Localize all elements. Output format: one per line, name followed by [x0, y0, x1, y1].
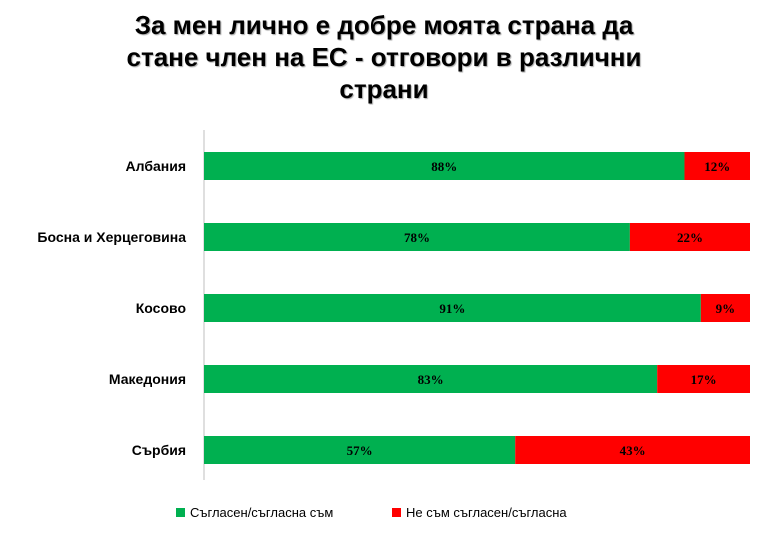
category-label: Сърбия — [132, 442, 186, 458]
bar-disagree — [629, 223, 750, 251]
data-label: 17% — [691, 372, 717, 387]
data-label: 88% — [431, 159, 457, 174]
bar-agree — [204, 294, 701, 322]
data-label: 91% — [439, 301, 465, 316]
bar-agree — [204, 223, 630, 251]
bar-disagree — [515, 436, 750, 464]
data-label: 83% — [418, 372, 444, 387]
chart-title-line-2: стане член на ЕС - отговори в различни — [126, 42, 642, 72]
bar-disagree — [700, 294, 750, 322]
category-label: Косово — [136, 300, 186, 316]
category-label: Босна и Херцеговина — [37, 229, 186, 245]
chart-title-line-1: За мен лично е добре моята страна да — [134, 10, 634, 40]
data-label: 57% — [347, 443, 373, 458]
bar-agree — [204, 152, 685, 180]
legend-entry: Не съм съгласен/съгласна — [406, 505, 567, 520]
category-label: Албания — [126, 158, 186, 174]
legend-entry: Съгласен/съгласна съм — [190, 505, 333, 520]
category-label: Македония — [109, 371, 186, 387]
data-label: 22% — [677, 230, 703, 245]
bar-agree — [204, 365, 658, 393]
bar-disagree — [684, 152, 750, 180]
data-label: 12% — [704, 159, 730, 174]
bar-disagree — [657, 365, 750, 393]
data-label: 9% — [716, 301, 736, 316]
data-label: 43% — [620, 443, 646, 458]
bar-agree — [204, 436, 516, 464]
legend-swatch — [176, 508, 185, 517]
data-label: 78% — [404, 230, 430, 245]
legend-swatch — [392, 508, 401, 517]
legend: Съгласен/съгласна съм Не съм съгласен/съг… — [176, 505, 567, 520]
chart-title-line-3: страни — [339, 74, 429, 104]
